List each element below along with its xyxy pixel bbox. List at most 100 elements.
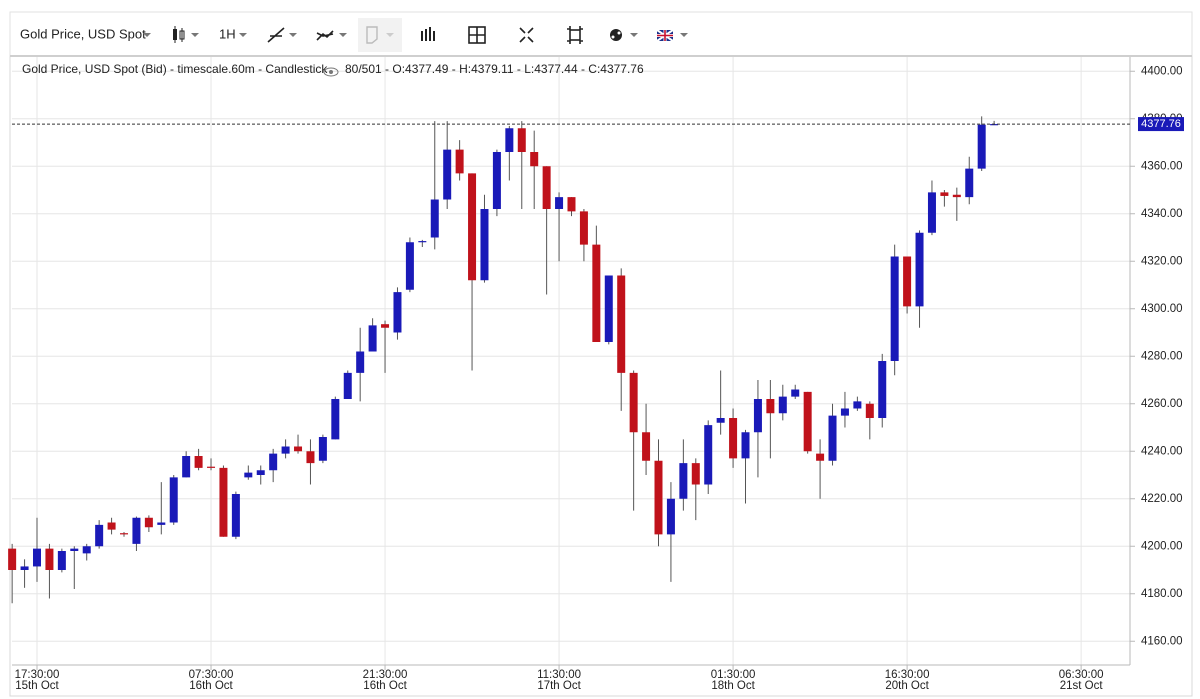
candle-body [157,522,166,525]
candle-body [144,517,153,528]
candle-body [107,522,116,530]
candle-body [468,173,477,281]
candle-body [231,494,240,537]
candle-body [617,275,626,373]
x-tick-label: 20th Oct [885,680,929,692]
candle-body [666,498,675,535]
candle-body [990,124,999,126]
toolbar-bg [9,11,1193,57]
x-tick-label: 11:30:00 [537,669,581,681]
overlay-button[interactable] [358,18,402,52]
language-button[interactable] [656,29,688,42]
candle-body [169,477,178,523]
candle-body [567,197,576,212]
candle-body [679,463,688,499]
indicator-button[interactable] [316,30,347,41]
candle-body [33,548,41,567]
candle-body [368,325,377,352]
last-price-tag [1138,117,1184,132]
volume-button[interactable] [421,27,435,41]
candle-body [629,372,638,433]
dropdown-arrow[interactable] [239,33,247,37]
y-tick-label: 4240.00 [1141,445,1183,457]
candle-body [828,415,837,461]
x-tick-label: 21:30:00 [363,669,408,681]
candle-body [381,324,390,328]
ohlc-status: 80/501 - O:4377.49 - H:4379.11 - L:4377.… [345,62,644,76]
candle-body [182,456,191,478]
x-tick-label: 18th Oct [711,680,755,692]
candle-body [70,548,79,551]
draw-tool-button[interactable] [267,27,297,43]
candle-body [132,517,141,544]
candle-body [878,361,887,418]
theme-button[interactable] [610,29,638,41]
candle-body [95,524,104,547]
candle-body [480,209,489,281]
candle-body [741,432,750,459]
candle-body [592,244,601,342]
candle-body [45,548,54,570]
toolbar: Gold Price, USD Spot 1H [9,11,1193,57]
dropdown-arrow[interactable] [143,33,151,37]
y-tick-label: 4360.00 [1141,160,1183,172]
candle-body [331,399,340,440]
candle-body [716,418,725,423]
candle-body [729,418,738,459]
last-price-label: 4377.76 [1141,118,1181,130]
candle-body [256,470,265,475]
candle-body [654,460,663,535]
candle-body [455,149,464,174]
candle-body [579,211,588,245]
symbol-select[interactable]: Gold Price, USD Spot [20,26,146,41]
interval-select[interactable]: 1H [219,26,236,41]
y-tick-label: 4340.00 [1141,208,1183,220]
candle-body [965,168,974,198]
candle-body [194,456,203,468]
candle-body [753,399,762,433]
candle-body [853,401,862,409]
y-tick-label: 4160.00 [1141,635,1183,647]
candle-body [816,453,825,461]
x-tick-label: 17:30:00 [15,669,60,681]
y-tick-label: 4320.00 [1141,255,1183,267]
candle-body [865,403,874,418]
candle-body [977,124,986,169]
x-tick-label: 07:30:00 [189,669,234,681]
y-tick-label: 4260.00 [1141,398,1183,410]
chart-type-button[interactable] [173,26,199,43]
candle-body [642,432,651,461]
visibility-icon[interactable] [323,67,339,77]
crosshair-button[interactable] [468,26,486,44]
candle-body [306,451,315,464]
candle-body [766,399,775,414]
x-tick-label: 01:30:00 [711,669,756,681]
candle-body [803,391,812,452]
candle-body [890,256,899,361]
x-tick-label: 21st Oct [1060,680,1104,692]
candle-body [704,425,713,485]
zoom-button[interactable] [567,26,583,44]
y-tick-label: 4300.00 [1141,303,1183,315]
candle-body [915,232,924,307]
fullscreen-button[interactable] [519,27,534,43]
candle-body [82,546,91,554]
candle-body [430,199,439,238]
candle-body [405,242,414,290]
x-tick-label: 15th Oct [15,680,59,692]
candle-body [269,453,278,471]
candle-body [952,194,961,198]
x-tick-label: 16:30:00 [885,669,930,681]
candle-body [505,128,514,152]
chart-info: Gold Price, USD Spot (Bid) - timescale.6… [22,62,328,76]
candle-body [791,389,800,397]
candle-body [517,128,526,152]
candle-body [927,192,936,233]
candle-body [356,351,365,373]
candle-body [120,533,129,535]
candle-body [393,292,402,333]
x-tick-label: 06:30:00 [1059,669,1104,681]
candle-body [903,256,912,307]
candle-body [8,548,17,570]
